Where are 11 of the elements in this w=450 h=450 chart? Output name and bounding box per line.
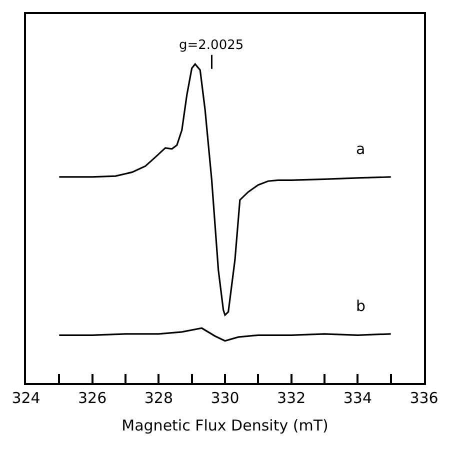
annotation: g=2.0025 (179, 38, 244, 53)
x-axis-title: Magnetic Flux Density (mT) (122, 416, 328, 434)
x-tick-label: 334 (343, 389, 372, 407)
x-tick-label: 330 (210, 389, 240, 407)
x-tick-label: 324 (12, 389, 40, 407)
x-tick-label: 336 (410, 389, 438, 407)
series-label: b (356, 297, 366, 315)
x-tick-label: 326 (78, 389, 107, 407)
x-tick-label: 328 (144, 389, 173, 407)
series-label: a (356, 140, 366, 158)
x-tick-label: 332 (277, 389, 306, 407)
